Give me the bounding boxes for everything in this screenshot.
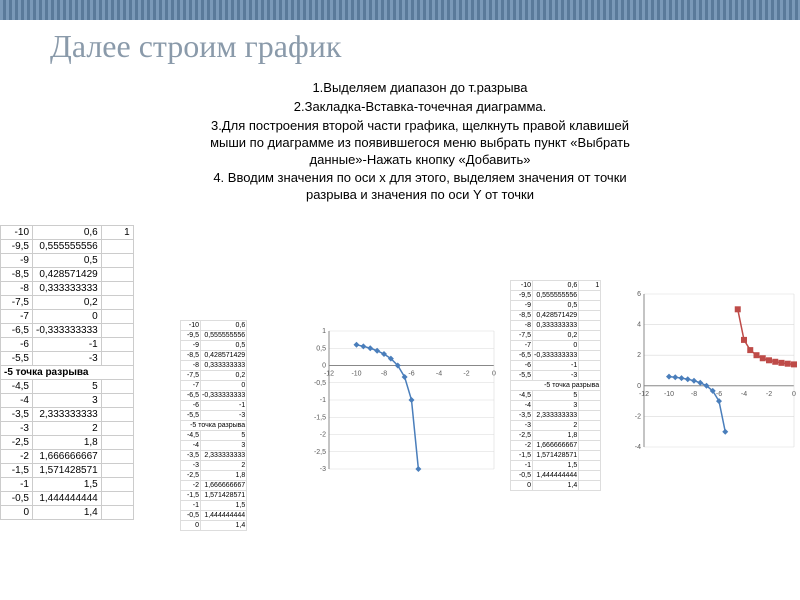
svg-text:0,5: 0,5 (316, 345, 326, 352)
svg-text:-4: -4 (436, 371, 442, 378)
svg-text:1: 1 (322, 328, 326, 335)
svg-text:-8: -8 (381, 371, 387, 378)
svg-text:-1,5: -1,5 (314, 414, 326, 421)
svg-text:-2: -2 (463, 371, 469, 378)
data-table-left: -100,61-9,50,555555556-90,5-8,50,4285714… (0, 225, 134, 520)
instruction-line: 1.Выделяем диапазон до т.разрыва (200, 80, 640, 97)
svg-text:-2: -2 (635, 413, 641, 420)
chart-two-series: -4-20246-12-10-8-6-4-20 (620, 288, 800, 463)
svg-text:4: 4 (637, 322, 641, 329)
svg-text:-8: -8 (691, 391, 697, 398)
slide-title: Далее строим график (50, 28, 341, 65)
instruction-line: 3.Для построения второй части графика, щ… (200, 118, 640, 169)
data-table-mid2: -100,61-9,50,555555556-90,5-8,50,4285714… (510, 280, 601, 491)
svg-text:-2,5: -2,5 (314, 449, 326, 456)
svg-text:0: 0 (322, 363, 326, 370)
slide-top-border (0, 0, 800, 20)
svg-text:-4: -4 (741, 391, 747, 398)
instruction-line: 4. Вводим значения по оси х для этого, в… (200, 170, 640, 204)
svg-text:-0,5: -0,5 (314, 380, 326, 387)
svg-text:6: 6 (637, 291, 641, 298)
svg-text:-1: -1 (320, 397, 326, 404)
data-table-mid1: -100,6-9,50,555555556-90,5-8,50,42857142… (180, 320, 247, 531)
svg-text:-4: -4 (635, 444, 641, 451)
svg-text:-6: -6 (408, 371, 414, 378)
svg-text:-2: -2 (320, 432, 326, 439)
chart-single-series: -3-2,5-2-1,5-1-0,500,51-12-10-8-6-4-20 (305, 325, 500, 485)
svg-text:2: 2 (637, 352, 641, 359)
instruction-line: 2.Закладка-Вставка-точечная диаграмма. (200, 99, 640, 116)
svg-text:0: 0 (637, 383, 641, 390)
svg-text:-10: -10 (664, 391, 674, 398)
svg-text:-3: -3 (320, 466, 326, 473)
svg-text:-2: -2 (766, 391, 772, 398)
svg-text:-10: -10 (351, 371, 361, 378)
instructions-block: 1.Выделяем диапазон до т.разрыва 2.Закла… (200, 80, 640, 206)
